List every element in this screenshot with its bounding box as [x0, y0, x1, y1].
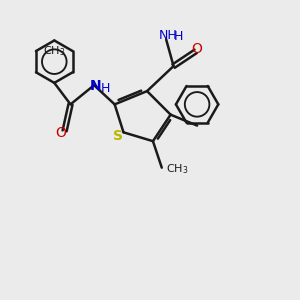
Text: CH$_3$: CH$_3$ — [43, 44, 65, 58]
Text: CH$_3$: CH$_3$ — [166, 162, 189, 176]
Text: S: S — [113, 129, 123, 143]
Text: NH: NH — [158, 29, 177, 42]
Text: N: N — [90, 79, 101, 93]
Text: H: H — [100, 82, 110, 95]
Text: O: O — [56, 126, 67, 140]
Text: O: O — [192, 42, 203, 56]
Text: H: H — [174, 30, 183, 43]
